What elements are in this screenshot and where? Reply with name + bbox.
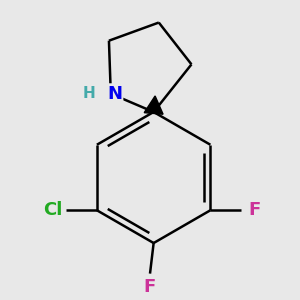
Text: N: N xyxy=(107,85,122,103)
Text: F: F xyxy=(248,201,260,219)
Polygon shape xyxy=(144,96,163,114)
Text: F: F xyxy=(144,278,156,296)
Text: H: H xyxy=(82,86,95,101)
Text: Cl: Cl xyxy=(44,201,63,219)
